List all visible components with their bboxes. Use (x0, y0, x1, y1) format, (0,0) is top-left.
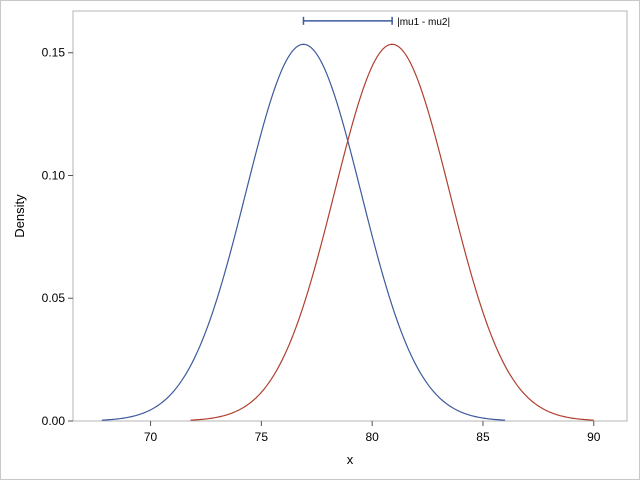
y-tick-label: 0.10 (42, 168, 66, 182)
y-tick-label: 0.05 (42, 291, 66, 305)
y-axis-title: Density (12, 194, 27, 238)
x-tick-label: 85 (476, 430, 490, 444)
plot-area (72, 10, 628, 422)
x-tick-label: 75 (255, 430, 269, 444)
x-axis-title: x (347, 452, 354, 467)
curves (101, 43, 594, 421)
y-tick-label: 0.00 (42, 414, 66, 428)
annotation-label: |mu1 - mu2| (397, 17, 450, 28)
x-tick-label: 90 (587, 430, 601, 444)
x-tick-label: 80 (365, 430, 379, 444)
y-tick-label: 0.15 (42, 46, 66, 60)
mean-difference-annotation: |mu1 - mu2| (302, 16, 450, 28)
y-axis: 0.00 0.05 0.10 0.15 (42, 46, 73, 428)
density-curve-2 (190, 43, 594, 421)
x-axis: 70 75 80 85 90 (144, 421, 601, 444)
x-tick-label: 70 (144, 430, 158, 444)
density-curve-1 (101, 43, 506, 421)
